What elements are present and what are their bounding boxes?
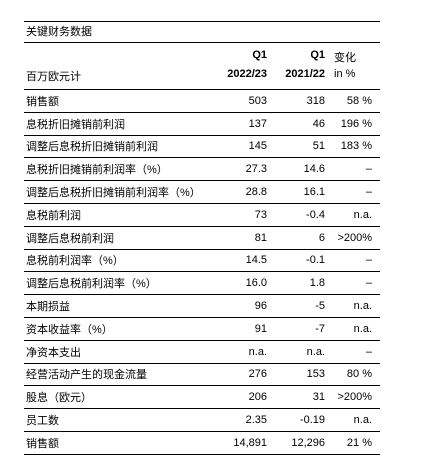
value-change: 183 % (325, 135, 380, 159)
value-current: 14,891 (230, 431, 267, 455)
row-label: 调整后息税前利润 (24, 226, 230, 250)
value-change: n.a. (325, 294, 380, 318)
financial-data-table: 销售额 503 318 58 % 息税折旧摊销前利润 137 46 196 % 调整后息税折旧摊… (24, 90, 380, 455)
value-previous: 318 (267, 90, 325, 113)
col1-year: 2022/23 (227, 68, 267, 80)
row-label: 本期损益 (24, 294, 230, 318)
table-row: 净资本支出 n.a. n.a. – (24, 340, 380, 364)
table-row: 调整后息税前利润 81 6 >200% (24, 226, 380, 250)
table-row: 调整后息税前利润率（%） 16.0 1.8– (24, 271, 380, 296)
row-label: 股息（欧元） (24, 385, 230, 410)
value-change: n.a. (325, 408, 380, 432)
value-current: 503 (230, 90, 267, 113)
row-label: 调整后息税折旧摊销前利润率（%） (24, 180, 230, 204)
value-previous: 31 (267, 385, 325, 410)
table-row: 资本收益率（%） 91 -7 n.a. (24, 317, 380, 341)
row-label: 经营活动产生的现金流量 (24, 363, 230, 387)
col2-quarter: Q1 (310, 49, 325, 61)
row-label: 销售额 (24, 90, 230, 113)
col2-year: 2021/22 (285, 68, 325, 80)
value-previous: 1.8 (267, 271, 325, 296)
value-change: n.a. (325, 203, 380, 227)
row-label: 调整后息税折旧摊销前利润 (24, 135, 230, 159)
row-label: 销售额 (24, 431, 230, 455)
value-previous: -7 (267, 317, 325, 341)
value-current: n.a. (230, 340, 267, 364)
value-current: 137 (230, 112, 267, 136)
value-previous: n.a. (267, 340, 325, 364)
unit-label: 百万欧元计 (26, 71, 81, 83)
row-label: 资本收益率（%） (24, 317, 230, 341)
value-previous: 14.6 (267, 157, 325, 182)
change-header: 变化 (334, 52, 356, 64)
value-previous: 16.1 (267, 180, 325, 204)
row-label: 息税前利润 (24, 203, 230, 227)
value-change: – (325, 180, 380, 204)
table-row: 股息（欧元） 206 31 >200% (24, 385, 380, 410)
row-label: 员工数 (24, 408, 230, 432)
value-current: 2.35 (230, 408, 267, 432)
row-label: 净资本支出 (24, 340, 230, 364)
value-change: – (325, 271, 380, 296)
value-previous: 51 (267, 135, 325, 159)
value-previous: 153 (267, 363, 325, 387)
value-previous: -5 (267, 294, 325, 318)
table-row: 销售额 503 318 58 % (24, 90, 380, 113)
value-change: 58 % (325, 90, 380, 113)
value-previous: 12,296 (267, 431, 325, 455)
value-change: 196 % (325, 112, 380, 136)
row-label: 息税前利润率（%） (24, 249, 230, 273)
table-row: 销售额 14,891 12,296 21 % (24, 431, 380, 455)
table-row: 息税前利润率（%） 14.5 -0.1– (24, 249, 380, 273)
value-current: 91 (230, 317, 267, 341)
value-change: 21 % (325, 431, 380, 455)
table-row: 调整后息税折旧摊销前利润 145 51 183 % (24, 135, 380, 159)
table-row: 息税前利润 73 -0.4 n.a. (24, 203, 380, 227)
value-current: 73 (230, 203, 267, 227)
value-current: 206 (230, 385, 267, 410)
value-current: 27.3 (230, 157, 267, 182)
value-previous: 46 (267, 112, 325, 136)
table-header: Q1 Q1 变化 百万欧元计 2022/23 2021/22 in % (24, 44, 380, 90)
table-row: 本期损益 96 -5 n.a. (24, 294, 380, 318)
value-current: 16.0 (230, 271, 267, 296)
col1-quarter: Q1 (252, 49, 267, 61)
value-current: 28.8 (230, 180, 267, 204)
value-change: >200% (325, 226, 380, 250)
value-change: – (325, 340, 380, 364)
value-change: n.a. (325, 317, 380, 341)
table-row: 息税折旧摊销前利润率（%） 27.3 14.6– (24, 157, 380, 182)
row-label: 调整后息税前利润率（%） (24, 271, 230, 296)
value-change: 80 % (325, 363, 380, 387)
value-current: 14.5 (230, 249, 267, 273)
row-label: 息税折旧摊销前利润率（%） (24, 157, 230, 182)
value-current: 145 (230, 135, 267, 159)
value-previous: -0.4 (267, 203, 325, 227)
table-row: 息税折旧摊销前利润 137 46 196 % (24, 112, 380, 136)
change-unit: in % (334, 68, 356, 80)
table-row: 调整后息税折旧摊销前利润率（%） 28.8 16.1– (24, 180, 380, 204)
value-previous: 6 (267, 226, 325, 250)
value-current: 81 (230, 226, 267, 250)
row-label: 息税折旧摊销前利润 (24, 112, 230, 136)
table-row: 经营活动产生的现金流量 276 153 80 % (24, 363, 380, 387)
value-previous: -0.1 (267, 249, 325, 273)
value-current: 276 (230, 363, 267, 387)
value-previous: -0.19 (267, 408, 325, 432)
value-change: – (325, 249, 380, 273)
table-title: 关键财务数据 (24, 21, 380, 43)
value-change: – (325, 157, 380, 182)
value-current: 96 (230, 294, 267, 318)
table-row: 员工数 2.35 -0.19 n.a. (24, 408, 380, 432)
value-change: >200% (325, 385, 380, 410)
